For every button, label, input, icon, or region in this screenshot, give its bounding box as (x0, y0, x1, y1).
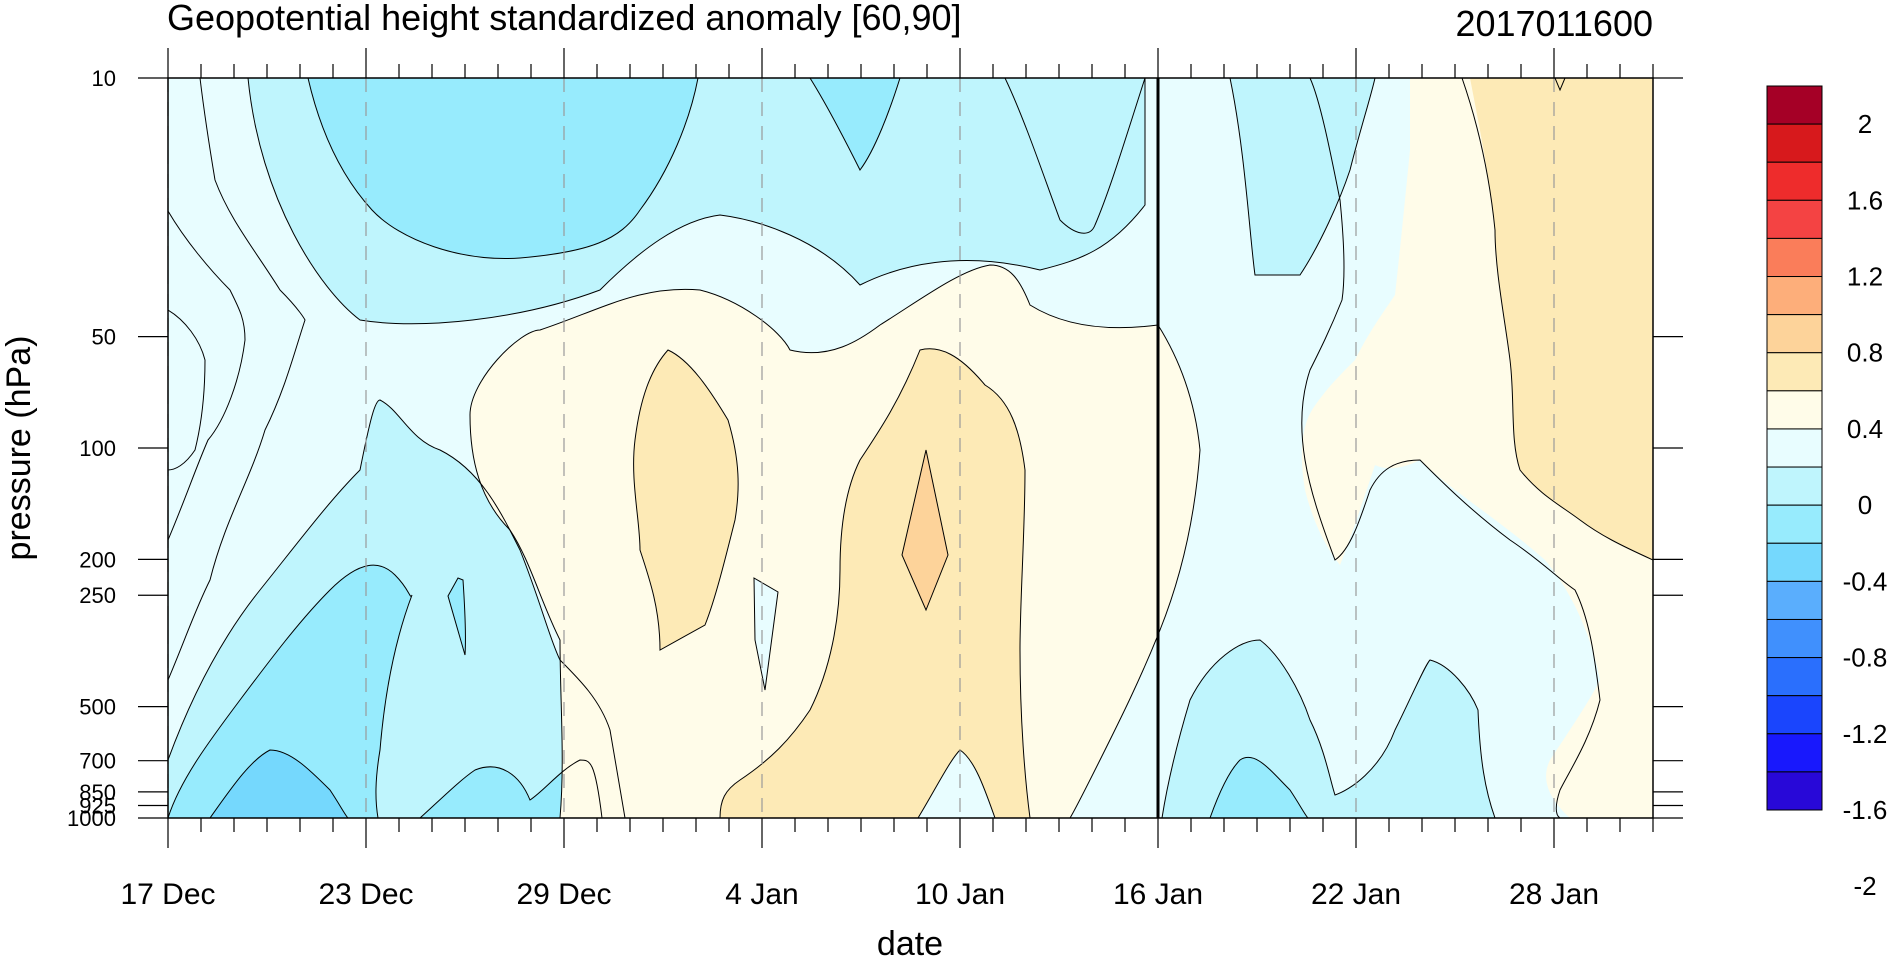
colorbar-swatch (1766, 237, 1823, 278)
colorbar-swatch (1766, 352, 1823, 392)
colorbar-label: 0.4 (1847, 414, 1883, 444)
contour-fill-pos04-center1 (633, 350, 739, 650)
contour-fill-neg06-topmid (810, 78, 900, 170)
x-tick-label: 16 Jan (1113, 878, 1203, 911)
colorbar-label: 2 (1858, 109, 1872, 139)
y-tick-label: 500 (79, 695, 116, 720)
colorbar-swatch (1766, 428, 1823, 468)
colorbar-label: 1.6 (1847, 185, 1883, 215)
x-tick-label: 28 Jan (1509, 878, 1599, 911)
colorbar-swatch (1766, 657, 1823, 697)
colorbar: 2 1.6 1.2 0.8 0.4 0 -0.4 -0.8 -1.2 -1.6 -2 (1766, 85, 1888, 901)
colorbar-label: -1.2 (1843, 719, 1888, 749)
contour-fill-pos04-right (1462, 78, 1653, 560)
colorbar-swatch (1766, 733, 1823, 773)
colorbar-label: -0.8 (1843, 643, 1888, 673)
colorbar-label: -0.4 (1843, 566, 1888, 596)
y-tick-label: 200 (79, 547, 116, 572)
x-axis-label: date (877, 925, 943, 963)
colorbar-swatch (1766, 580, 1823, 620)
colorbar-swatch (1766, 466, 1823, 506)
colorbar-swatch (1766, 276, 1823, 316)
contour-lines (168, 78, 1653, 818)
contour-fill-neg04-topright (1005, 78, 1145, 234)
y-tick-label: 250 (79, 583, 116, 608)
plot-area (168, 78, 1653, 818)
colorbar-swatch (1766, 199, 1823, 239)
x-tick-label: 4 Jan (725, 878, 798, 911)
contour-fill-neg06-lowmid (420, 760, 602, 818)
contour-fill-neg02-notch (754, 578, 778, 690)
colorbar-label: 0.8 (1847, 338, 1883, 368)
contour-fill-neg04-rtop (1230, 78, 1375, 275)
colorbar-swatch (1766, 123, 1823, 163)
contour-fill-neg02-bottom (918, 750, 995, 818)
contour-fill-neg06-top (308, 78, 698, 259)
y-tick-label: 1000 (67, 806, 116, 831)
chart-subtitle: 2017011600 (1455, 3, 1653, 44)
colorbar-swatch (1766, 542, 1823, 582)
y-tick-label: 925 (79, 793, 116, 818)
colorbar-swatch (1766, 771, 1823, 811)
y-tick-label: 100 (79, 436, 116, 461)
y-axis-right (1653, 77, 1683, 819)
y-axis-label: pressure (hPa) (0, 336, 38, 561)
contour-fill-neg06-lowright (1210, 757, 1308, 818)
contour-fill-pos08-center (902, 450, 948, 610)
contour-fill-neg06-sliver (448, 578, 466, 655)
y-tick-label: 850 (79, 780, 116, 805)
colorbar-label: 1.2 (1847, 262, 1883, 292)
colorbar-swatch (1766, 695, 1823, 735)
y-tick-label: 700 (79, 749, 116, 774)
colorbar-label: 0 (1858, 490, 1872, 520)
chart-title: Geopotential height standardized anomaly… (167, 0, 962, 38)
colorbar-swatch (1766, 161, 1823, 201)
contour-fill-neg08-lowleft (210, 750, 348, 818)
contour-fill-pos04-center2 (720, 348, 1030, 818)
colorbar-label: -2 (1853, 871, 1876, 901)
plot-frame (167, 77, 1654, 819)
colorbar-swatch (1766, 504, 1823, 544)
colorbar-swatch (1766, 618, 1823, 659)
x-tick-label: 29 Dec (516, 878, 611, 911)
x-tick-label: 10 Jan (915, 878, 1005, 911)
y-tick-label: 10 (92, 66, 116, 91)
contour-fill-neg06-lowleft (168, 565, 412, 818)
colorbar-label: -1.6 (1843, 795, 1888, 825)
colorbar-swatch (1766, 314, 1823, 354)
x-tick-label: 17 Dec (120, 878, 215, 911)
x-tick-label: 22 Jan (1311, 878, 1401, 911)
y-tick-label: 50 (92, 325, 116, 350)
x-axis: 17 Dec 23 Dec 29 Dec 4 Jan 10 Jan 16 Jan 22 Ja… (120, 48, 1654, 911)
colorbar-swatch (1766, 390, 1823, 430)
colorbar-swatch (1766, 85, 1823, 125)
x-tick-label: 23 Dec (318, 878, 413, 911)
